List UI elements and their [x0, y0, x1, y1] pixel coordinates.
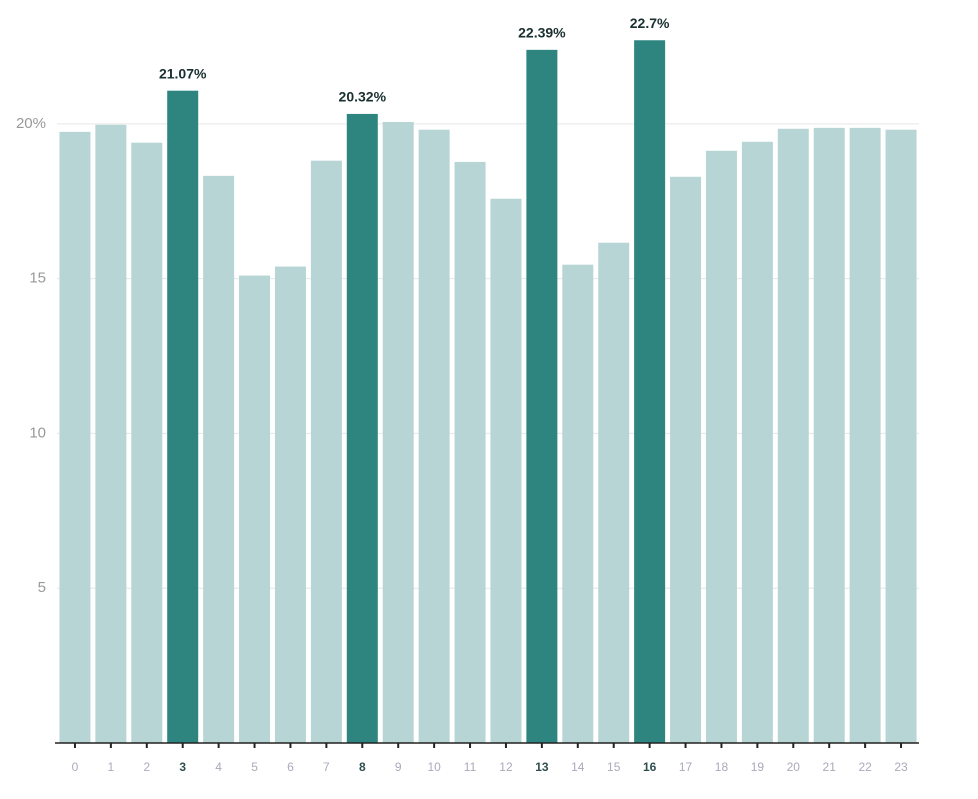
x-tick-label: 14 — [571, 760, 585, 774]
bar — [59, 131, 91, 743]
bar — [382, 121, 414, 743]
bar — [167, 90, 199, 744]
bar — [813, 127, 845, 744]
x-tick-label: 7 — [323, 760, 330, 774]
x-tick-label: 8 — [359, 760, 366, 774]
bar — [203, 175, 235, 744]
x-tick-label: 13 — [535, 760, 549, 774]
bar — [239, 275, 271, 743]
x-tick-label: 17 — [679, 760, 693, 774]
x-tick-label: 15 — [607, 760, 621, 774]
x-tick-label: 11 — [464, 760, 477, 774]
x-tick-label: 16 — [643, 760, 657, 774]
bar — [526, 49, 558, 744]
x-tick-label: 0 — [72, 760, 79, 774]
x-tick-label: 21 — [823, 760, 837, 774]
bar — [598, 242, 630, 744]
bar — [777, 128, 809, 743]
x-tick-label: 10 — [427, 760, 441, 774]
x-tick-label: 18 — [715, 760, 729, 774]
bar — [562, 264, 594, 743]
bar — [741, 141, 773, 743]
x-tick-label: 6 — [287, 760, 294, 774]
value-label: 22.39% — [518, 25, 566, 41]
value-label: 20.32% — [339, 89, 387, 105]
y-tick-label: 10 — [29, 424, 46, 441]
value-label: 22.7% — [630, 15, 670, 31]
bar — [490, 198, 522, 743]
bar — [418, 129, 450, 743]
bar — [310, 160, 342, 743]
x-tick-label: 3 — [179, 760, 186, 774]
x-tick-label: 2 — [143, 760, 150, 774]
x-tick-label: 5 — [251, 760, 258, 774]
bar — [670, 176, 702, 743]
x-tick-label: 20 — [787, 760, 801, 774]
bar — [131, 142, 163, 744]
x-tick-label: 22 — [858, 760, 872, 774]
bar — [95, 124, 127, 743]
x-tick-label: 12 — [499, 760, 513, 774]
bar — [454, 161, 486, 743]
bar — [705, 150, 737, 743]
x-tick-label: 4 — [215, 760, 222, 774]
y-tick-label: 5 — [38, 579, 46, 596]
bar — [346, 113, 378, 744]
x-tick-label: 19 — [751, 760, 765, 774]
x-tick-label: 9 — [395, 760, 402, 774]
bar — [849, 127, 881, 744]
x-tick-label: 23 — [894, 760, 908, 774]
value-label: 21.07% — [159, 65, 207, 81]
bar — [885, 129, 917, 743]
bar — [274, 266, 306, 743]
y-tick-label: 20% — [16, 115, 46, 132]
y-tick-label: 15 — [29, 270, 46, 287]
x-tick-label: 1 — [108, 760, 115, 774]
bar — [634, 40, 666, 743]
